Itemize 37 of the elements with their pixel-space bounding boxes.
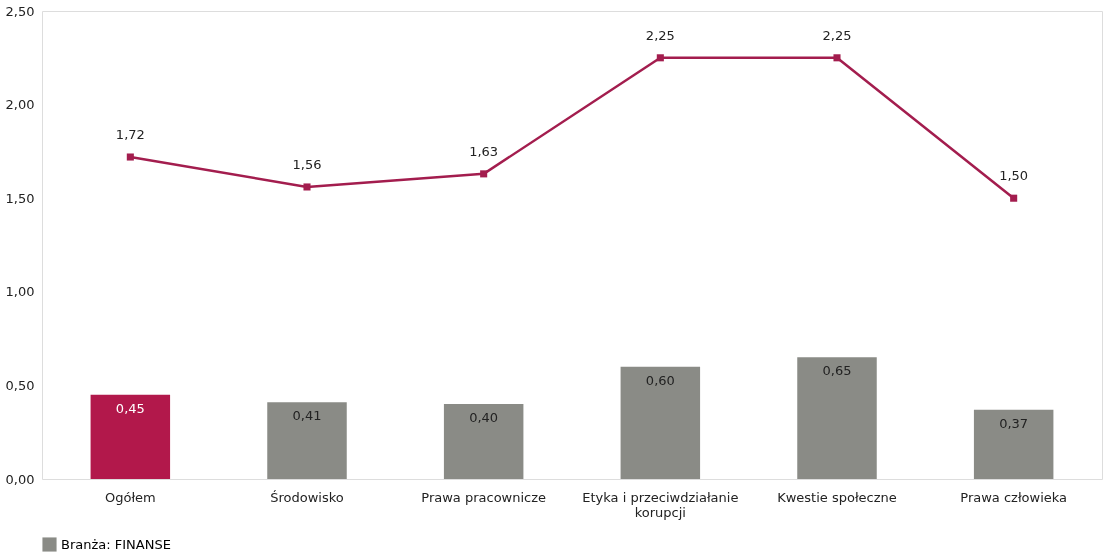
point xyxy=(833,54,841,62)
bar xyxy=(267,402,347,479)
x-tick-label: Prawa pracownicze xyxy=(421,489,547,505)
y-tick-label: 0,50 xyxy=(5,377,35,393)
point xyxy=(303,183,311,191)
bar xyxy=(443,404,524,479)
point xyxy=(480,170,488,178)
data-label: 0,60 xyxy=(645,372,675,388)
point xyxy=(656,54,664,62)
data-label: 1,56 xyxy=(292,156,322,172)
bar xyxy=(797,357,877,479)
y-tick-label: 0,00 xyxy=(5,471,35,487)
data-label: 0,41 xyxy=(292,408,322,424)
x-tick-label: Etyka i przeciwdziałanie korupcji xyxy=(582,489,739,520)
data-label: 0,40 xyxy=(469,410,499,426)
bar xyxy=(620,366,701,479)
y-tick-label: 1,00 xyxy=(5,284,35,300)
bar xyxy=(90,394,171,479)
data-label: 1,72 xyxy=(115,127,145,143)
y-tick-label: 2,50 xyxy=(5,3,35,19)
y-tick-label: 2,00 xyxy=(5,97,35,113)
point xyxy=(126,153,134,161)
data-label: 0,37 xyxy=(999,415,1029,431)
point xyxy=(1010,194,1018,202)
legend-label: Branża: FINANSE xyxy=(61,536,171,552)
x-tick-label: Kwestie społeczne xyxy=(777,489,897,505)
bar xyxy=(973,409,1054,479)
data-label: 2,25 xyxy=(645,27,675,43)
data-label: 0,45 xyxy=(115,400,145,416)
x-tick-label: Prawa człowieka xyxy=(960,489,1068,505)
x-tick-label: Środowisko xyxy=(270,489,344,505)
y-tick-label: 1,50 xyxy=(5,190,35,206)
data-label: 1,63 xyxy=(469,143,499,159)
x-tick-label: Ogółem xyxy=(104,489,156,505)
data-label: 0,65 xyxy=(822,363,852,379)
data-label: 2,25 xyxy=(822,27,852,43)
data-label: 1,50 xyxy=(999,168,1029,184)
